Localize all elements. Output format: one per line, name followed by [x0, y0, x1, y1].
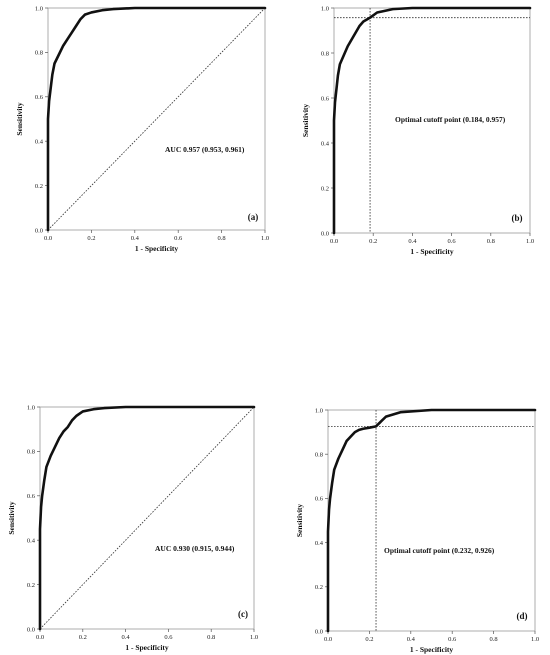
y-tick-label: 1.0 [315, 407, 323, 414]
x-tick-label: 0.6 [448, 238, 457, 245]
x-tick-label: 1.0 [531, 636, 539, 643]
panel-letter: (b) [512, 213, 523, 223]
y-tick-label: 0.2 [315, 584, 323, 591]
x-tick-label: 0.8 [207, 634, 215, 641]
y-tick-label: 1.0 [27, 404, 35, 411]
y-tick-label: 0.8 [27, 449, 35, 456]
roc-curve [46, 6, 267, 232]
y-tick-label: 0.8 [321, 50, 329, 57]
x-tick-label: 1.0 [261, 235, 269, 242]
y-axis-title: Sensitivity [15, 102, 24, 136]
x-axis-title: 1 - Specificity [125, 643, 169, 652]
x-tick-label: 0.4 [408, 238, 417, 245]
x-tick-label: 0.8 [218, 235, 226, 242]
auc-annotation: AUC 0.957 (0.953, 0.961) [165, 145, 245, 154]
y-axis-title: Sensitivity [295, 504, 304, 538]
roc-curve [38, 405, 256, 631]
x-tick-label: 0.2 [369, 238, 377, 245]
y-tick-label: 0.6 [35, 94, 44, 101]
y-tick-label: 0.0 [27, 626, 35, 633]
y-tick-label: 0.8 [35, 50, 43, 57]
x-axis-title: 1 - Specificity [410, 247, 454, 256]
x-tick-label: 0.8 [490, 636, 498, 643]
y-tick-label: 0.2 [35, 183, 43, 190]
chart-panel-2: 0.0 0.2 0.4 0.6 0.8 1.0 0.0 0.2 0.4 0.6 0.8 1.0 1 - … [301, 5, 534, 256]
x-tick-label: 0.2 [365, 636, 373, 643]
y-tick-label: 0.4 [321, 140, 330, 147]
panel-letter: (a) [248, 212, 259, 222]
y-tick-label: 0.0 [321, 230, 329, 237]
roc-curve [326, 408, 537, 633]
y-tick-label: 0.6 [321, 95, 330, 102]
x-axis-title: 1 - Specificity [135, 244, 179, 253]
reference-diagonal [39, 406, 255, 630]
x-tick-label: 0.0 [330, 238, 338, 245]
y-tick-label: 0.4 [35, 139, 44, 146]
x-tick-label: 0.4 [131, 235, 140, 242]
y-tick-label: 0.2 [321, 185, 329, 192]
x-tick-label: 1.0 [526, 238, 534, 245]
y-tick-label: 0.0 [35, 227, 43, 234]
x-tick-label: 0.2 [79, 634, 87, 641]
x-tick-label: 0.4 [407, 636, 416, 643]
reference-diagonal [47, 7, 266, 231]
x-tick-label: 0.0 [324, 636, 332, 643]
y-tick-label: 0.4 [315, 540, 324, 547]
roc-curve [332, 6, 532, 235]
y-tick-label: 0.2 [27, 582, 35, 589]
y-tick-label: 0.4 [27, 538, 36, 545]
x-axis-title: 1 - Specificity [410, 645, 454, 654]
x-tick-label: 0.6 [174, 235, 183, 242]
y-tick-label: 1.0 [321, 5, 329, 12]
chart-panel-3: 0.0 0.2 0.4 0.6 0.8 1.0 0.0 0.2 0.4 0.6 0.8 1.0 1 - … [7, 404, 258, 652]
plot-frame [327, 409, 536, 632]
y-axis-title: Sensitivity [7, 501, 16, 535]
x-tick-label: 0.4 [122, 634, 131, 641]
chart-panel-4: 0.0 0.2 0.4 0.6 0.8 1.0 0.0 0.2 0.4 0.6 0.8 1.0 1 - … [295, 407, 539, 654]
auc-annotation: Optimal cutoff point (0.184, 0.957) [395, 115, 506, 124]
panel-letter: (d) [517, 611, 528, 621]
x-tick-label: 0.0 [36, 634, 44, 641]
y-tick-label: 0.6 [27, 493, 36, 500]
y-axis-title: Sensitivity [301, 104, 310, 138]
x-tick-label: 0.6 [164, 634, 173, 641]
x-tick-label: 0.8 [487, 238, 495, 245]
y-tick-label: 0.6 [315, 496, 324, 503]
y-tick-label: 0.0 [315, 628, 323, 635]
x-tick-label: 0.0 [44, 235, 52, 242]
auc-annotation: Optimal cutoff point (0.232, 0.926) [384, 546, 495, 555]
x-tick-label: 0.2 [87, 235, 95, 242]
y-tick-label: 1.0 [35, 5, 43, 12]
panel-letter: (c) [238, 609, 248, 619]
chart-panel-1: 0.0 0.2 0.4 0.6 0.8 1.0 0.0 0.2 0.4 0.6 0.8 1.0 1 - … [15, 5, 269, 253]
x-tick-label: 1.0 [250, 634, 258, 641]
auc-annotation: AUC 0.930 (0.915, 0.944) [155, 544, 235, 553]
x-tick-label: 0.6 [448, 636, 457, 643]
y-tick-label: 0.8 [315, 452, 323, 459]
